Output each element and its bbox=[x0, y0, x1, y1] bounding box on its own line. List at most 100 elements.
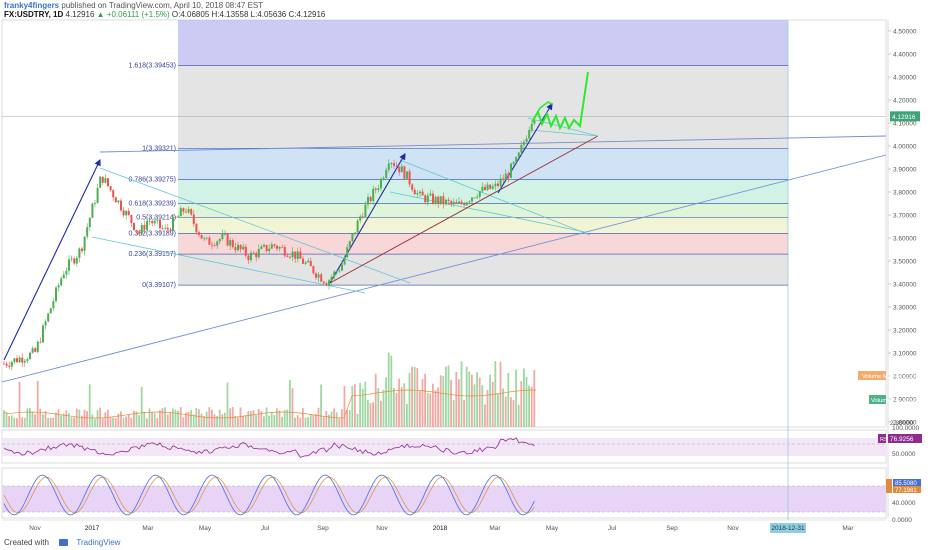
candle-body bbox=[434, 196, 437, 204]
candle-body bbox=[289, 256, 291, 258]
candle-body bbox=[8, 365, 11, 367]
candle-body bbox=[164, 227, 167, 229]
candle-body bbox=[286, 255, 289, 257]
volume-tag bbox=[869, 395, 886, 404]
volume-bar bbox=[99, 407, 101, 427]
volume-bar bbox=[296, 415, 299, 427]
candle-body bbox=[343, 257, 346, 265]
volume-bar bbox=[94, 418, 96, 427]
candle-body bbox=[330, 276, 333, 281]
volume-bar bbox=[491, 381, 494, 427]
candle-body bbox=[18, 357, 21, 363]
tradingview-link[interactable]: TradingView bbox=[76, 538, 121, 547]
volume-bar bbox=[151, 412, 153, 427]
candle-body bbox=[153, 220, 156, 224]
author-name[interactable]: franky4fingers bbox=[4, 1, 60, 10]
candle-body bbox=[320, 274, 323, 282]
candle-body bbox=[143, 224, 146, 230]
volume-bar bbox=[367, 399, 369, 427]
stoch-k-value: 85.5080 bbox=[895, 481, 917, 487]
candle-body bbox=[377, 188, 380, 190]
volume-bar bbox=[499, 361, 502, 427]
volume-bar bbox=[21, 417, 23, 427]
volume-bar bbox=[60, 415, 62, 427]
volume-bar bbox=[57, 409, 60, 427]
volume-bar bbox=[510, 397, 512, 427]
volume-bar bbox=[16, 418, 18, 427]
candle-body bbox=[468, 201, 471, 203]
stoch-level-label: 0.0000 bbox=[892, 517, 912, 524]
volume-bar bbox=[476, 372, 478, 427]
candle-body bbox=[294, 251, 297, 259]
candle-body bbox=[299, 251, 302, 259]
rsi-value: 76.9256 bbox=[890, 436, 914, 443]
volume-bar bbox=[437, 387, 439, 427]
volume-bar bbox=[42, 414, 44, 427]
candle-body bbox=[452, 201, 455, 204]
volume-bar bbox=[432, 383, 434, 427]
candle-body bbox=[200, 234, 203, 239]
volume-bar bbox=[263, 416, 265, 427]
candle-body bbox=[99, 176, 102, 188]
volume-bar bbox=[47, 417, 49, 427]
volume-bar bbox=[281, 416, 283, 427]
volume-bar bbox=[161, 408, 164, 427]
volume-bar bbox=[400, 387, 403, 427]
candle-body bbox=[221, 233, 224, 240]
time-tick-label: Jul bbox=[261, 525, 270, 532]
volume-bar bbox=[268, 415, 270, 427]
volume-bar bbox=[169, 412, 172, 427]
candle-body bbox=[120, 200, 122, 211]
candle-body bbox=[278, 246, 281, 249]
candle-body bbox=[260, 246, 263, 249]
candle-body bbox=[387, 163, 390, 170]
candle-body bbox=[23, 360, 26, 363]
volume-bar bbox=[65, 410, 68, 427]
candle-body bbox=[44, 321, 47, 326]
volume-bar bbox=[75, 408, 78, 427]
price-tick-label: 3.10000 bbox=[893, 351, 917, 358]
candle-body bbox=[88, 217, 91, 228]
volume-bar bbox=[133, 410, 135, 427]
volume-bar bbox=[385, 377, 387, 427]
fib-zone-1 bbox=[178, 148, 788, 180]
candle-body bbox=[234, 247, 237, 251]
candle-body bbox=[203, 238, 206, 240]
price-tick-label: 4.00000 bbox=[893, 144, 917, 151]
volume-bar bbox=[73, 417, 75, 427]
volume-bar bbox=[179, 407, 182, 427]
pennant-upper bbox=[527, 117, 599, 137]
volume-bar bbox=[52, 417, 55, 427]
candle-body bbox=[411, 184, 414, 190]
volume-bar bbox=[185, 412, 187, 427]
candle-body bbox=[3, 363, 5, 365]
candle-body bbox=[322, 281, 325, 284]
volume-bar bbox=[312, 414, 315, 427]
volume-bar bbox=[398, 378, 400, 427]
candle-body bbox=[533, 120, 536, 124]
volume-bar bbox=[486, 389, 489, 427]
volume-bar bbox=[309, 413, 312, 427]
candle-body bbox=[419, 191, 421, 194]
candle-body bbox=[315, 273, 317, 278]
volume-bar bbox=[419, 390, 421, 427]
stoch-tag bbox=[886, 479, 892, 493]
volume-bar bbox=[23, 417, 26, 427]
candle-body bbox=[390, 163, 393, 164]
rsi-label: RSI bbox=[880, 437, 890, 443]
volume-bar bbox=[143, 411, 146, 427]
support-trendline bbox=[329, 135, 599, 284]
volume-bar bbox=[343, 386, 346, 427]
volume-bar bbox=[299, 417, 302, 427]
candle-body bbox=[86, 227, 89, 237]
volume-bar bbox=[83, 409, 86, 427]
candle-body bbox=[265, 244, 268, 252]
volume-bar bbox=[278, 410, 281, 427]
volume-bar bbox=[489, 374, 491, 427]
volume-bar bbox=[424, 373, 426, 427]
candle-body bbox=[497, 183, 499, 186]
volume-bar bbox=[101, 417, 104, 427]
candle-body bbox=[273, 244, 276, 246]
candle-body bbox=[367, 197, 369, 205]
